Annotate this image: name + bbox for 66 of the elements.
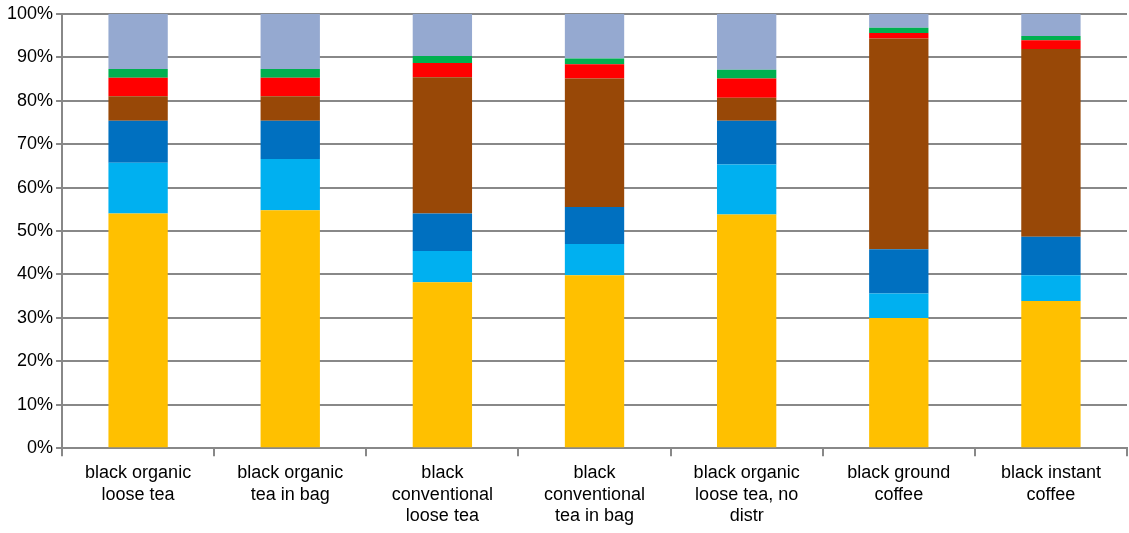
y-tick-label: 100% — [6, 2, 54, 23]
bar — [412, 250, 473, 283]
bar — [260, 210, 320, 448]
bar — [260, 120, 320, 159]
bar — [869, 38, 929, 250]
bar — [412, 55, 473, 63]
bar — [260, 13, 320, 69]
x-tick-label: black organic loose tea, no distr — [693, 461, 800, 526]
x-tick-label: black organic loose tea — [85, 461, 192, 504]
bar — [260, 158, 320, 211]
bar — [1021, 13, 1081, 36]
bar — [869, 293, 929, 318]
y-tick-label: 20% — [17, 350, 54, 371]
bar — [716, 13, 777, 70]
y-tick-label: 10% — [17, 393, 54, 414]
bar — [564, 78, 625, 208]
y-tick-label: 70% — [17, 133, 54, 154]
bar — [1021, 300, 1081, 448]
bar — [1021, 275, 1081, 301]
bar — [716, 214, 777, 448]
bar — [869, 317, 929, 448]
x-tick-label: black conventional tea in bag — [543, 461, 646, 526]
bar — [260, 96, 320, 121]
y-tick-label: 90% — [17, 46, 54, 67]
bar — [1021, 40, 1081, 49]
bar — [108, 68, 168, 78]
bar — [108, 77, 168, 97]
bar — [716, 164, 777, 215]
bar — [260, 77, 320, 97]
bar — [1021, 236, 1081, 276]
bar — [564, 13, 625, 59]
bar — [869, 13, 929, 28]
bar — [564, 207, 625, 245]
y-tick-label: 0% — [27, 437, 54, 458]
bar — [716, 97, 777, 121]
bar — [412, 77, 473, 214]
bar — [716, 78, 777, 98]
bar — [108, 96, 168, 121]
bar — [564, 275, 625, 448]
bar — [412, 13, 473, 56]
bar — [564, 64, 625, 79]
y-tick-label: 80% — [17, 89, 54, 110]
bar — [716, 69, 777, 79]
bar — [716, 120, 777, 165]
y-tick-label: 40% — [17, 263, 54, 284]
bar — [869, 32, 929, 39]
bar — [412, 282, 473, 448]
bar — [260, 68, 320, 78]
bar — [564, 244, 625, 276]
bar — [1021, 35, 1081, 41]
y-tick-label: 60% — [17, 176, 54, 197]
y-tick-label: 50% — [17, 219, 54, 240]
bar — [412, 62, 473, 78]
bar — [108, 162, 168, 214]
bar — [869, 249, 929, 294]
bar — [108, 213, 168, 448]
x-tick-label: black instant coffee — [1000, 461, 1101, 504]
x-tick-label: black ground coffee — [847, 461, 951, 504]
bar — [869, 27, 929, 33]
x-tick-label: black conventional loose tea — [391, 461, 493, 526]
bar — [108, 120, 168, 163]
x-tick-label: black organic tea in bag — [237, 461, 344, 504]
bar — [108, 13, 168, 69]
bar — [412, 213, 473, 251]
y-tick-label: 30% — [17, 306, 54, 327]
bar — [1021, 48, 1081, 237]
